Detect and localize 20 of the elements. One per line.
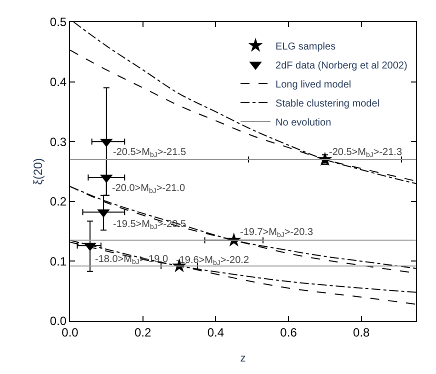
x-tick-label: 0.4 xyxy=(207,325,224,340)
legend-label: Long lived model xyxy=(276,79,352,90)
x-tick-label: 0.2 xyxy=(134,325,152,340)
y-tick-label: 0.2 xyxy=(50,194,67,209)
annotation: -20.5>M$_{bJ}$>-21.5 xyxy=(113,147,186,160)
annotation: -19.7>M$_{bJ}$>-20.3 xyxy=(240,227,314,240)
x-tick-label: 0.8 xyxy=(353,325,370,340)
y-tick-label: 0.3 xyxy=(50,134,67,149)
legend-label: No evolution xyxy=(276,117,332,128)
y-tick-label: 0.4 xyxy=(50,75,67,89)
legend-label: ELG samples xyxy=(276,41,336,52)
legend-label: Stable clustering model xyxy=(276,98,380,110)
x-tick-label: 0.6 xyxy=(280,325,298,340)
y-axis-title: ξ(20) xyxy=(31,158,46,185)
legend-label: 2dF data (Norberg et al 2002) xyxy=(276,60,408,72)
annotation: -20.0>M$_{bJ}$>-21.0 xyxy=(112,183,186,196)
x-axis-title: z xyxy=(240,352,246,365)
y-tick-label: 0.5 xyxy=(50,15,67,30)
annotation: -20.5>M$_{bJ}$>-21.3 xyxy=(329,147,402,160)
y-tick-label: 0.1 xyxy=(50,254,67,268)
